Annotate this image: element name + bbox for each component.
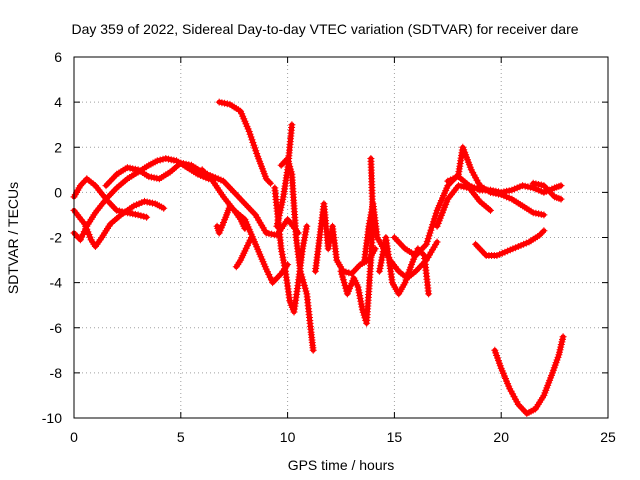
plus-markers [215, 98, 274, 187]
chart-title: Day 359 of 2022, Sidereal Day-to-day VTE… [71, 21, 578, 37]
y-tick-label: 6 [54, 49, 62, 65]
plus-markers [529, 179, 565, 203]
series-track-8 [232, 234, 255, 271]
series-track-11 [271, 184, 311, 316]
plus-markers [444, 173, 565, 196]
grid [74, 57, 608, 418]
x-tick-labels: 0 5 10 15 20 25 [70, 429, 616, 445]
series-track-18 [444, 173, 565, 196]
plus-markers [433, 182, 494, 230]
plus-markers [472, 227, 548, 259]
plus-markers [491, 333, 567, 417]
series-track-13 [337, 155, 377, 327]
y-tick-labels: -10 -8 -6 -4 -2 0 2 4 6 [42, 49, 62, 426]
series-track-17 [433, 182, 494, 230]
x-tick-label: 0 [70, 429, 78, 445]
plot-frame [73, 56, 609, 419]
series-track-7 [213, 202, 249, 237]
series-track-15 [375, 234, 433, 298]
series-track-20 [472, 227, 548, 259]
y-tick-label: -8 [50, 365, 63, 381]
x-tick-label: 10 [280, 429, 296, 445]
x-axis-label: GPS time / hours [288, 457, 395, 473]
y-tick-label: -2 [50, 230, 63, 246]
y-tick-label: -6 [50, 320, 63, 336]
plus-markers [70, 197, 168, 250]
y-tick-label: -10 [42, 410, 62, 426]
y-axis-label: SDTVAR / TECUs [5, 182, 21, 294]
x-tick-label: 15 [387, 429, 403, 445]
series-track-3 [70, 197, 168, 250]
plus-markers [232, 234, 255, 271]
series-track-19 [529, 179, 565, 203]
y-tick-label: 0 [54, 184, 62, 200]
y-tick-label: 4 [54, 94, 62, 110]
x-tick-label: 5 [177, 429, 185, 445]
data-series [70, 98, 567, 417]
series-track-6 [215, 98, 274, 187]
plus-markers [271, 184, 311, 316]
x-tick-label: 20 [493, 429, 509, 445]
y-tick-label: -4 [50, 275, 63, 291]
y-tick-label: 2 [54, 139, 62, 155]
x-tick-label: 25 [600, 429, 616, 445]
series-track-21 [491, 333, 567, 417]
plus-markers [213, 202, 249, 237]
series-track-12 [311, 200, 379, 278]
